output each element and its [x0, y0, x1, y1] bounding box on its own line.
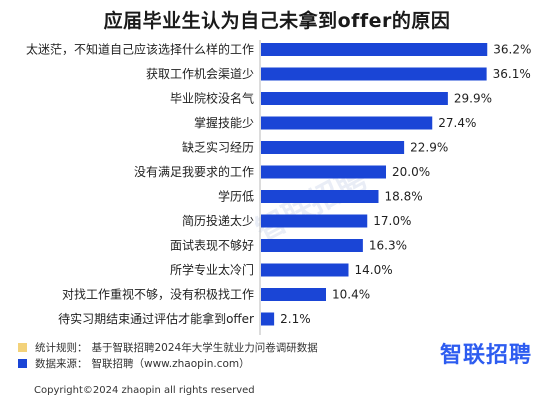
value-label: 10.4% [332, 288, 370, 302]
bar [261, 116, 433, 130]
category-label: 简历投递太少 [182, 213, 254, 228]
value-label: 36.1% [493, 67, 531, 81]
category-label: 没有满足我要求的工作 [134, 164, 254, 179]
value-label: 29.9% [454, 92, 492, 106]
category-label: 毕业院校没名气 [170, 91, 254, 106]
bar [261, 67, 487, 81]
category-label: 面试表现不够好 [170, 238, 254, 253]
bar [261, 288, 326, 301]
category-label: 对找工作重视不够，没有积极找工作 [62, 287, 254, 302]
legend-stats-key: 统计规则： [35, 342, 88, 354]
value-label: 2.1% [280, 312, 311, 326]
bar [261, 239, 363, 252]
bar [261, 165, 386, 179]
value-label: 16.3% [369, 239, 407, 253]
legend-source-row: 数据来源： 智联招聘（www.zhaopin.com） [18, 356, 250, 371]
legend-source-key: 数据来源： [35, 358, 88, 370]
category-label: 获取工作机会渠道少 [146, 67, 254, 81]
value-label: 27.4% [438, 116, 476, 130]
value-label: 17.0% [373, 214, 411, 228]
value-label: 14.0% [355, 263, 393, 277]
bar [261, 43, 488, 56]
bar [261, 141, 405, 154]
bar [261, 190, 379, 203]
category-label: 缺乏实习经历 [182, 140, 254, 155]
legend-stats-text: 基于智联招聘2024年大学生就业力问卷调研数据 [91, 342, 318, 354]
brand-logo: 智联招聘 [439, 343, 532, 368]
category-label: 掌握技能少 [194, 115, 254, 130]
bar [261, 263, 349, 277]
legend-source-text: 智联招聘（www.zhaopin.com） [91, 358, 250, 370]
category-label: 待实习期结束通过评估才能拿到offer [58, 311, 254, 326]
category-label: 太迷茫，不知道自己应该选择什么样的工作 [26, 42, 254, 57]
bars-group: 太迷茫，不知道自己应该选择什么样的工作 36.2% 获取工作机会渠道少 36.1% 毕业… [26, 42, 531, 327]
category-label: 所学专业太冷门 [170, 262, 254, 277]
legend-stats-row: 统计规则： 基于智联招聘2024年大学生就业力问卷调研数据 [18, 340, 318, 355]
bar [261, 92, 448, 105]
value-label: 18.8% [385, 190, 423, 204]
legend-stats-swatch [18, 343, 27, 352]
category-label: 学历低 [218, 189, 254, 204]
bar [261, 214, 368, 228]
chart-title: 应届毕业生认为自己未拿到offer的原因 [103, 10, 451, 32]
copyright-text: Copyright©2024 zhaopin all rights reserv… [34, 385, 255, 396]
value-label: 20.0% [392, 165, 430, 179]
bar [261, 312, 275, 326]
value-label: 36.2% [493, 43, 531, 57]
value-label: 22.9% [410, 141, 448, 155]
legend-source-swatch [18, 359, 27, 368]
